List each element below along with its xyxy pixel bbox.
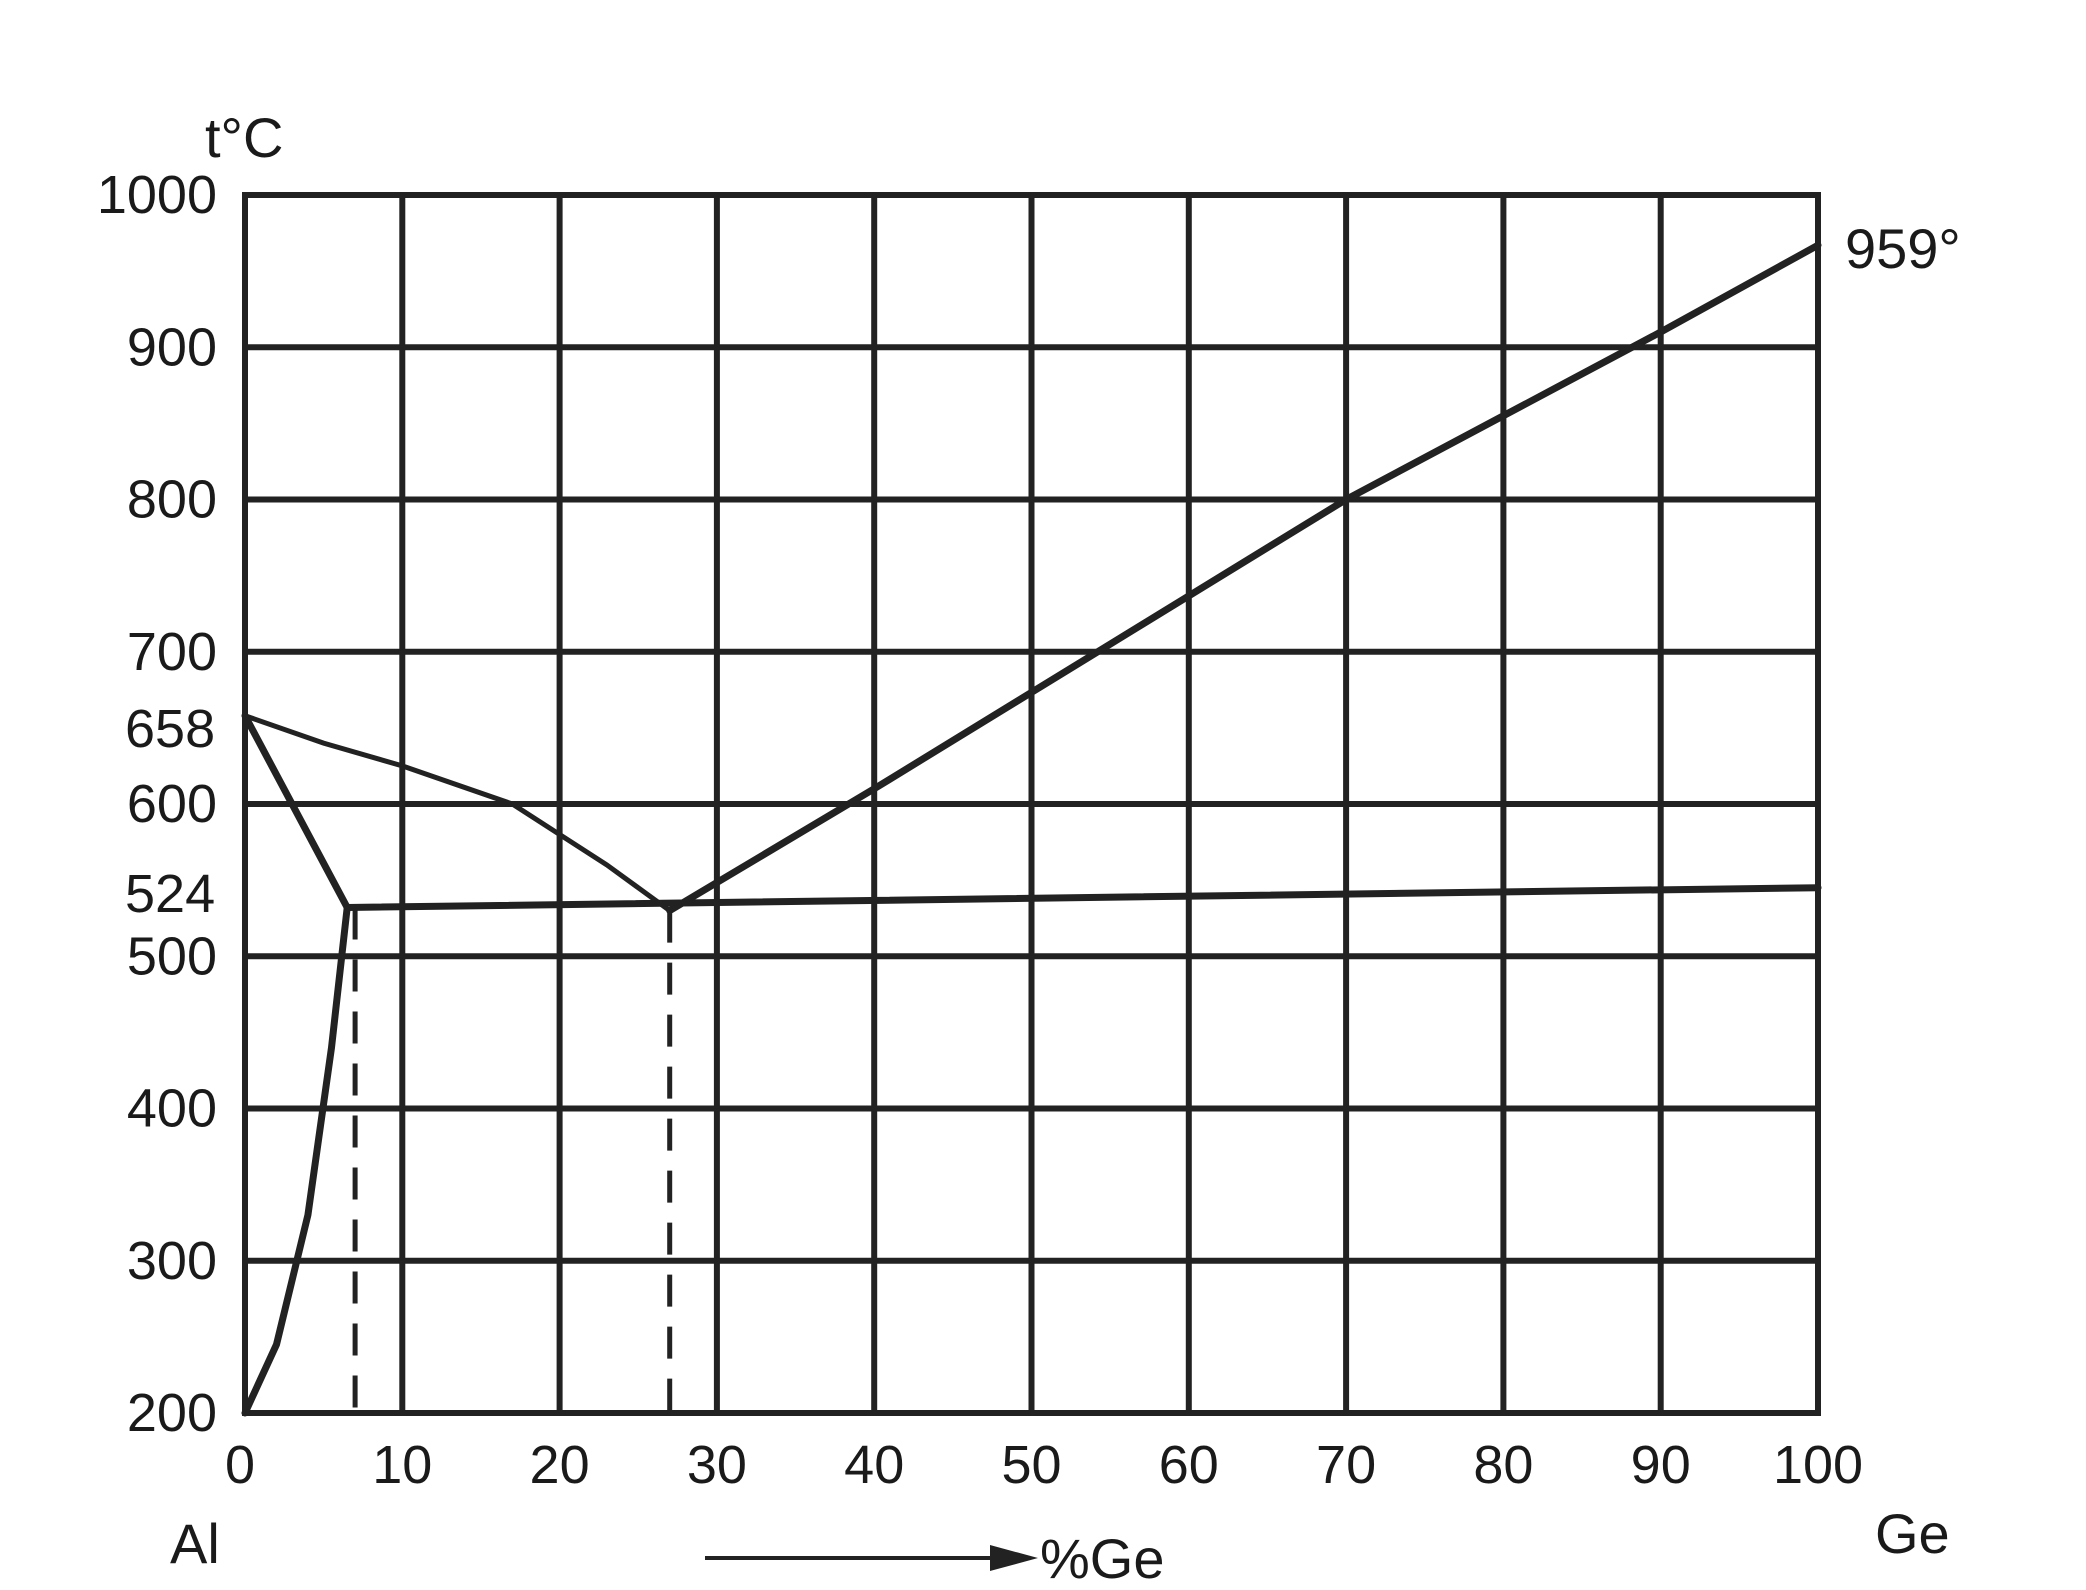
x-tick-label-70: 70 bbox=[1316, 1435, 1376, 1495]
left-end-label-al: Al bbox=[170, 1512, 220, 1575]
x-tick-labels: 0 10 20 30 40 50 60 70 80 90 100 bbox=[225, 1435, 1863, 1495]
y-tick-label-1000: 1000 bbox=[97, 165, 217, 225]
x-tick-label-20: 20 bbox=[530, 1435, 590, 1495]
liquidus-line-ge-side bbox=[666, 241, 1822, 915]
y-tick-label-400: 400 bbox=[127, 1079, 217, 1139]
x-tick-label-50: 50 bbox=[1001, 1435, 1061, 1495]
y-tick-label-200: 200 bbox=[127, 1383, 217, 1443]
liquidus-line-al-side bbox=[242, 713, 673, 914]
y-axis-label: t°C bbox=[205, 106, 283, 169]
y-tick-labels: 200 300 400 500 600 700 800 900 1000 bbox=[97, 165, 217, 1443]
x-tick-label-30: 30 bbox=[687, 1435, 747, 1495]
curves bbox=[241, 241, 1822, 1417]
x-axis-arrow-head bbox=[990, 1545, 1038, 1571]
y-tick-label-800: 800 bbox=[127, 470, 217, 530]
x-tick-label-90: 90 bbox=[1631, 1435, 1691, 1495]
ge-melting-annotation: 959° bbox=[1845, 217, 1961, 280]
y-marked-524: 524 bbox=[125, 864, 215, 924]
y-tick-label-700: 700 bbox=[127, 622, 217, 682]
x-tick-label-100: 100 bbox=[1773, 1435, 1863, 1495]
y-tick-label-600: 600 bbox=[127, 774, 217, 834]
y-marked-658: 658 bbox=[125, 699, 215, 759]
x-tick-label-80: 80 bbox=[1473, 1435, 1533, 1495]
x-tick-label-40: 40 bbox=[844, 1435, 904, 1495]
x-tick-label-10: 10 bbox=[372, 1435, 432, 1495]
eutectic-line bbox=[343, 884, 1822, 911]
x-tick-label-0: 0 bbox=[225, 1435, 255, 1495]
y-tick-label-300: 300 bbox=[127, 1231, 217, 1291]
y-tick-label-900: 900 bbox=[127, 317, 217, 377]
x-tick-label-60: 60 bbox=[1159, 1435, 1219, 1495]
x-axis-label: %Ge bbox=[1040, 1527, 1165, 1585]
solvus-line bbox=[241, 904, 351, 1417]
y-tick-label-500: 500 bbox=[127, 926, 217, 986]
solidus-line-al bbox=[241, 712, 351, 911]
grid bbox=[242, 192, 1821, 1416]
right-end-label-ge: Ge bbox=[1875, 1502, 1950, 1565]
